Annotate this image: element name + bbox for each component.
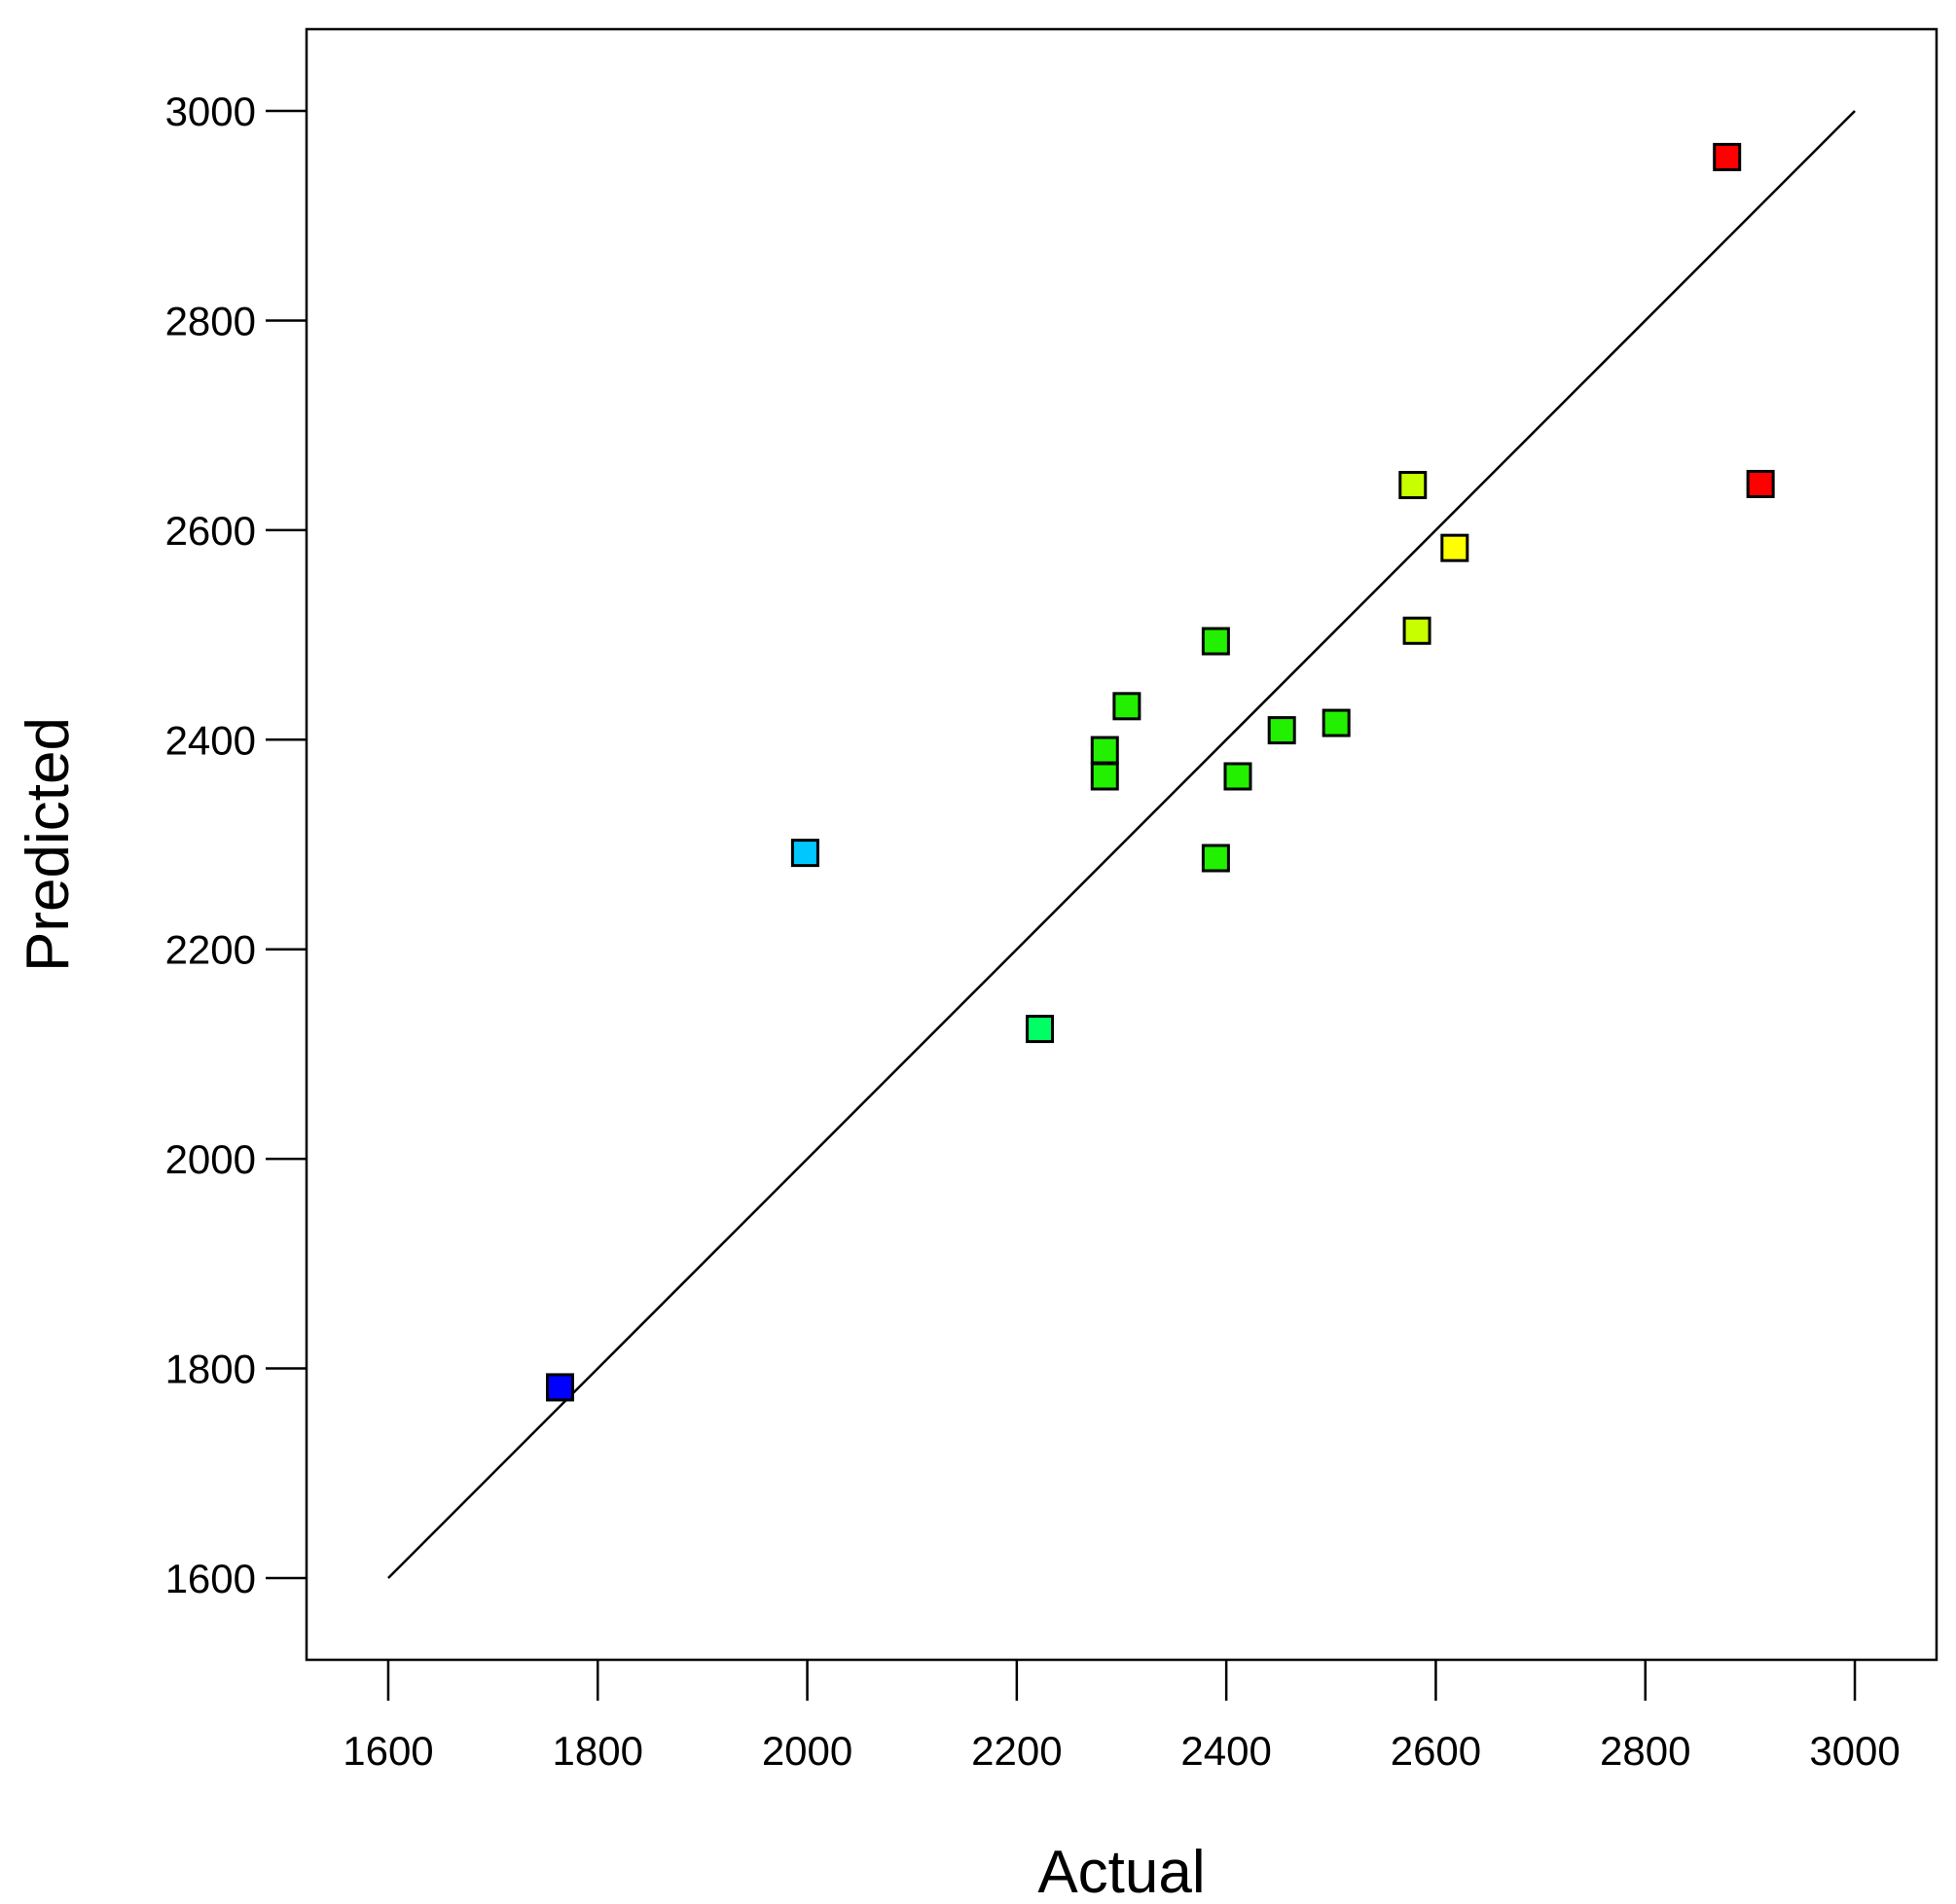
x-tick-label: 2600 — [1391, 1728, 1481, 1774]
data-point — [1112, 692, 1141, 721]
y-tick-label: 2600 — [165, 508, 256, 554]
plot-area-frame — [305, 27, 1938, 1662]
y-axis-ticks: 1600 1800 2000 2200 2400 2600 2800 3000 — [165, 89, 307, 1601]
data-points — [546, 142, 1775, 1402]
data-point — [1322, 708, 1351, 737]
data-point — [1713, 142, 1742, 171]
data-point — [1026, 1015, 1055, 1044]
data-point — [1090, 762, 1119, 791]
data-point — [1440, 533, 1469, 562]
x-tick-label: 2000 — [762, 1728, 852, 1774]
reference-line — [387, 110, 1856, 1579]
x-axis-ticks: 1600 1800 2000 2200 2400 2600 2800 3000 — [343, 1660, 1901, 1774]
x-tick-label: 1800 — [553, 1728, 643, 1774]
y-tick-label: 1800 — [165, 1347, 256, 1392]
y-tick-label: 2400 — [165, 717, 256, 763]
y-axis-title: Predicted — [15, 717, 82, 972]
y-tick-label: 2800 — [165, 298, 256, 343]
x-tick-label: 2200 — [971, 1728, 1062, 1774]
y-tick-label: 3000 — [165, 89, 256, 134]
data-point — [546, 1373, 575, 1402]
data-point — [1398, 471, 1428, 500]
data-point — [1223, 762, 1252, 791]
y-tick-label: 1600 — [165, 1556, 256, 1601]
data-point — [1746, 469, 1775, 498]
data-point — [1402, 616, 1431, 645]
data-point — [790, 839, 819, 868]
data-point — [1267, 716, 1296, 745]
x-axis-title: Actual — [1037, 1839, 1205, 1904]
y-tick-label: 2000 — [165, 1136, 256, 1182]
data-point — [1090, 736, 1119, 765]
x-tick-label: 2800 — [1600, 1728, 1690, 1774]
x-tick-label: 2400 — [1180, 1728, 1271, 1774]
y-tick-label: 2200 — [165, 927, 256, 973]
data-point — [1201, 627, 1230, 656]
x-tick-label: 1600 — [343, 1728, 433, 1774]
data-point — [1201, 844, 1230, 873]
x-tick-label: 3000 — [1809, 1728, 1900, 1774]
